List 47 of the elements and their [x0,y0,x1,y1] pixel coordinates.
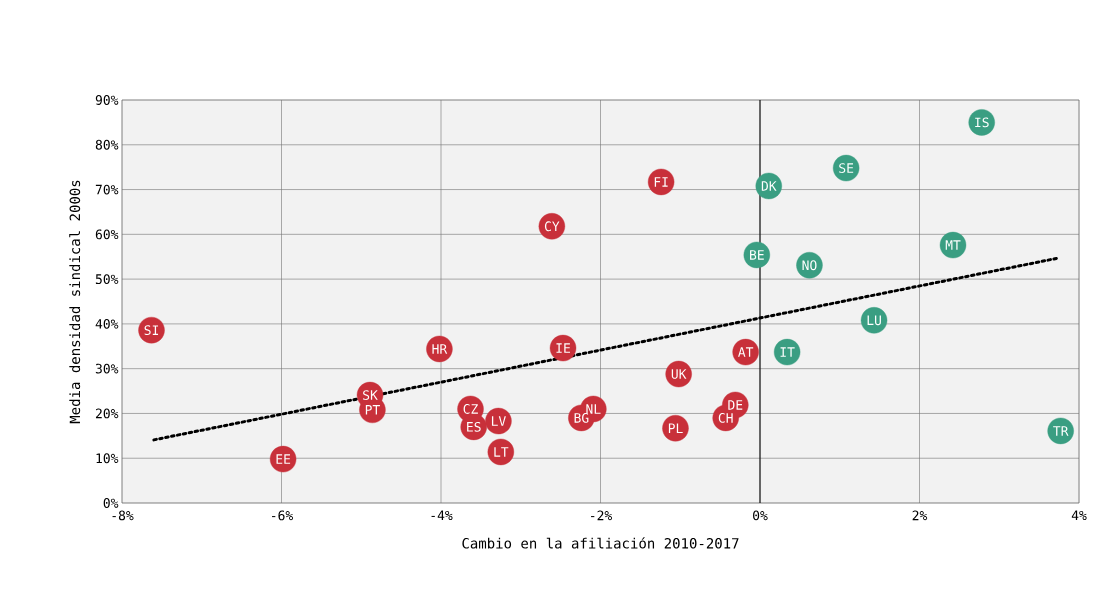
annotation: DE [728,400,743,410]
annotation: TR [1053,426,1069,436]
annotation: MT [945,240,961,250]
x-axis-title: Cambio en la afiliación 2010-2017 [462,537,739,549]
y-tick-label: 70% [95,184,119,195]
annotation: UK [671,369,687,379]
annotation: CH [718,413,733,423]
x-tick-label: 2% [912,510,928,521]
x-tick-label: -6% [272,510,294,521]
annotation: PL [668,423,683,433]
annotation: AT [738,347,754,357]
annotation: BG [574,413,589,423]
annotation: SE [839,163,854,173]
x-tick-label: -4% [431,510,453,520]
y-tick-label: 20% [95,408,119,419]
annotation: LU [867,315,881,326]
y-axis-title: Media densidad sindical 2000s [69,180,81,424]
annotation: IS [975,117,989,128]
annotation: IT [780,347,795,357]
annotation: EE [276,454,291,464]
y-tick-label: 50% [95,274,119,285]
annotation: CZ [463,404,478,414]
y-tick-label: 80% [95,139,119,150]
annotation: PT [365,405,380,415]
annotation: HR [432,344,448,354]
annotation: BE [750,250,764,260]
x-tick-label: 4% [1071,510,1087,520]
annotation: ES [467,421,481,432]
y-tick-label: 0% [103,498,119,508]
y-tick-label: 10% [96,453,119,464]
annotation: SK [363,390,378,400]
y-tick-label: 30% [95,363,119,374]
annotation: IE [556,343,571,353]
annotation: CY [544,221,560,232]
annotation: SI [144,325,159,336]
y-tick-label: 90% [95,95,119,105]
annotation: NL [586,404,601,414]
x-tick-label: 0% [753,510,768,521]
y-tick-label: 40% [95,318,119,329]
annotation: FI [654,177,668,187]
x-tick-label: -2% [591,510,613,521]
annotation: LT [494,447,509,457]
annotation: NO [802,260,817,271]
y-tick-label: 60% [95,229,119,240]
annotation: LV [491,416,506,426]
x-tick-label: -8% [112,510,134,521]
annotation: DK [761,181,777,191]
